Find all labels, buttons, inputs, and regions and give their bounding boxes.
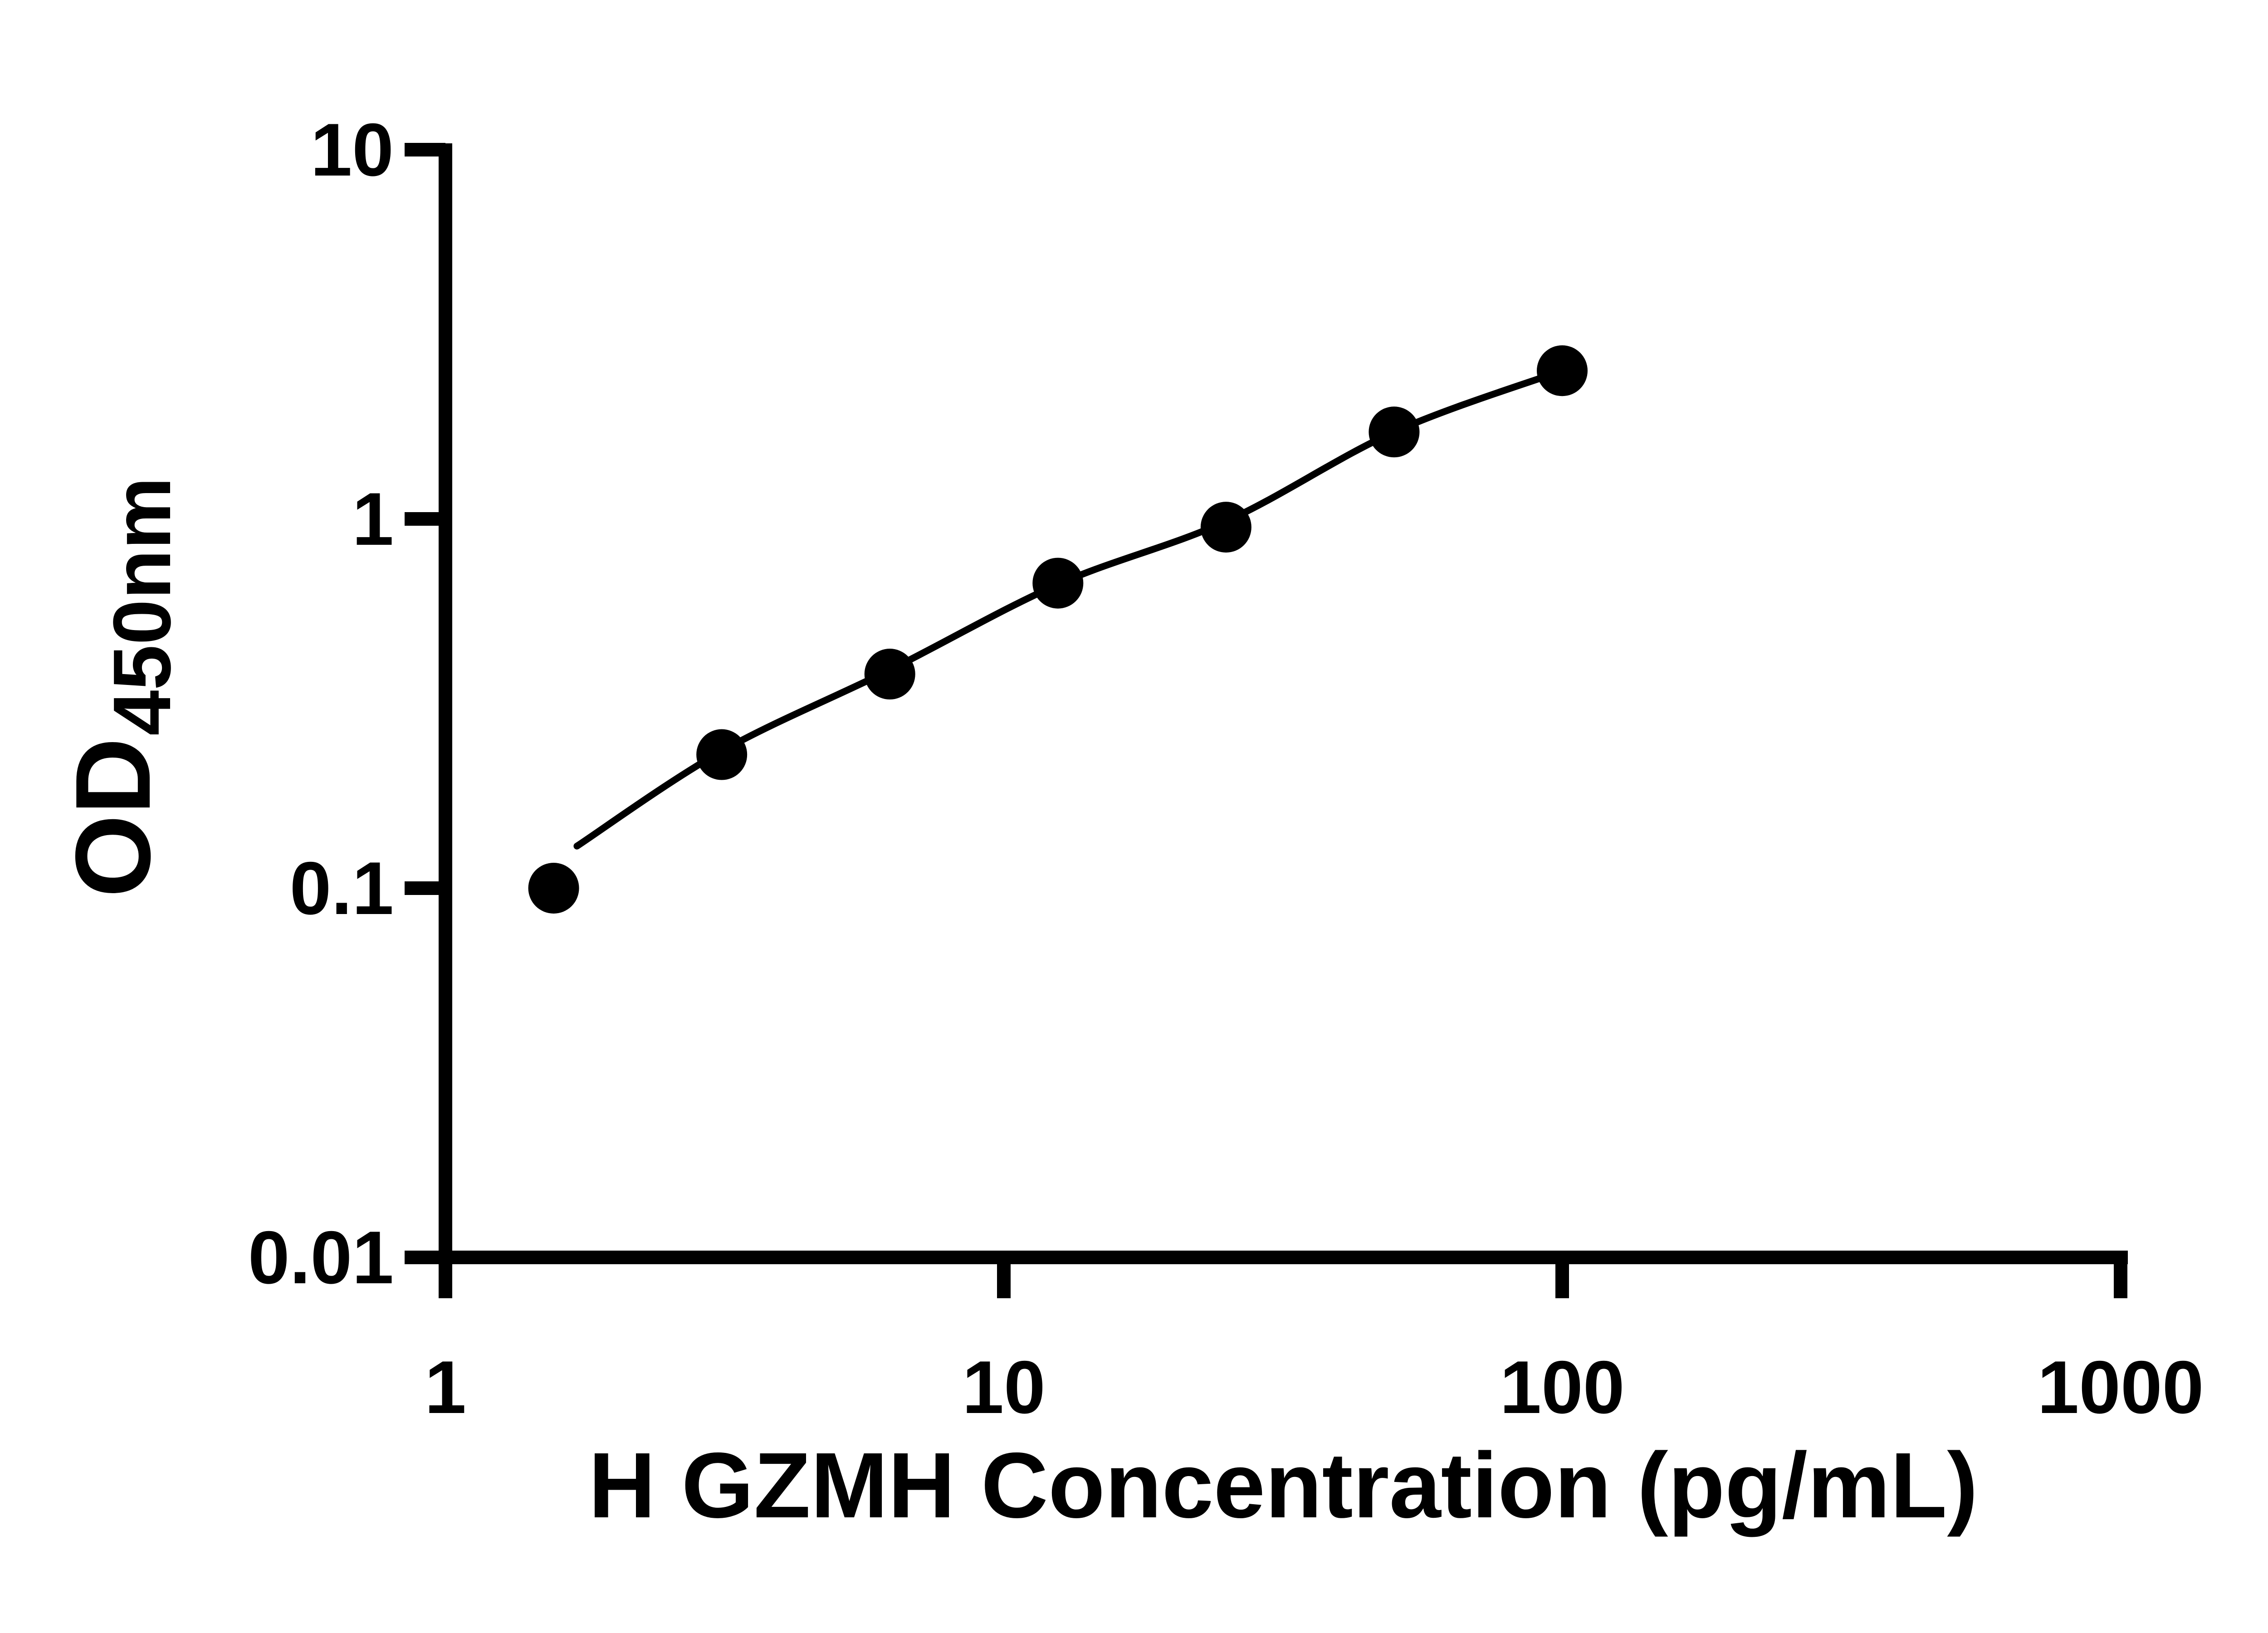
y-axis-title-subscript: 450nm (97, 477, 188, 735)
data-point (696, 729, 748, 780)
y-tick-label: 0.1 (290, 846, 394, 930)
data-point (1032, 557, 1084, 609)
data-point (1537, 345, 1588, 396)
tick-labels: 1 10 100 1000 0.01 0.1 1 10 (248, 108, 2204, 1429)
data-point (528, 863, 579, 914)
axis-spine (439, 143, 2128, 1264)
y-axis-title-main: OD (53, 738, 172, 898)
axes (405, 143, 2128, 1298)
y-tick-label: 1 (352, 477, 394, 561)
series-plot (528, 345, 1588, 914)
x-tick-label: 1 (425, 1345, 466, 1429)
x-tick-label: 100 (1500, 1345, 1624, 1429)
y-tick-label: 0.01 (248, 1216, 394, 1299)
y-tick-label: 10 (310, 108, 394, 191)
x-tick-label: 10 (962, 1345, 1046, 1429)
x-tick-label: 1000 (2037, 1345, 2204, 1429)
data-point (1369, 406, 1420, 458)
data-point (864, 649, 915, 700)
y-axis-title: OD 450nm (53, 477, 188, 897)
data-point (1200, 502, 1251, 553)
x-axis-title: H GZMH Concentration (pg/mL) (588, 1433, 1978, 1537)
